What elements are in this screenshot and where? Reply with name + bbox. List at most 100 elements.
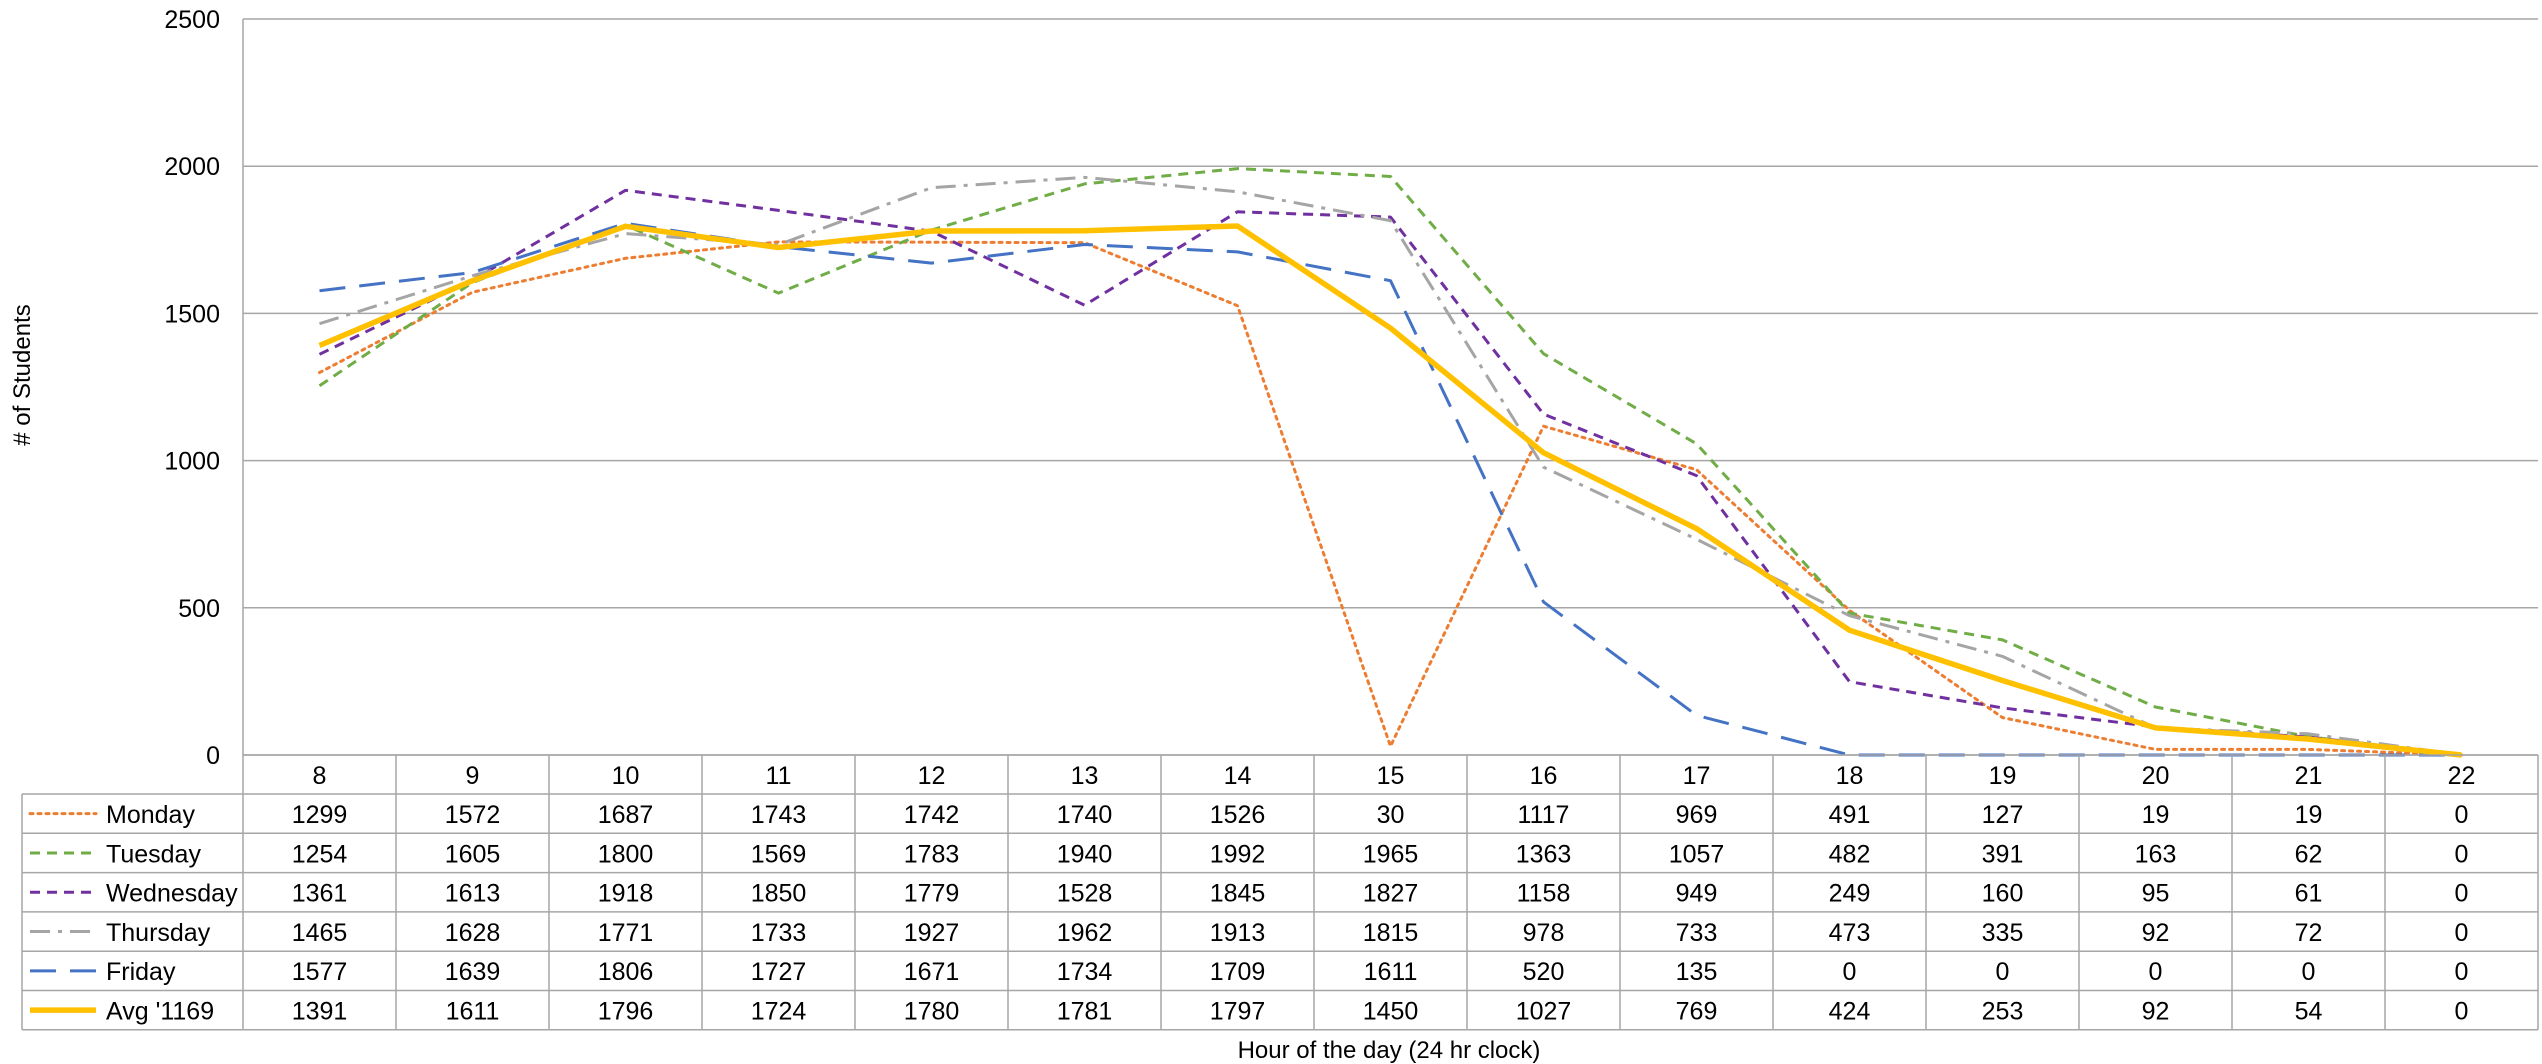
legend-entry: Avg '1169 [106,998,214,1026]
table-cell: 424 [1829,998,1871,1026]
x-tick-label: 17 [1683,762,1711,790]
table-cell: 335 [1982,919,2024,947]
table-cell: 1771 [598,919,654,947]
table-cell: 1743 [751,801,807,829]
legend-entry: Wednesday [106,880,238,908]
table-cell: 1733 [751,919,807,947]
table-cell: 1913 [1210,919,1266,947]
series-line [318,240,2463,757]
table-cell: 1845 [1210,880,1266,908]
x-tick-label: 22 [2448,762,2476,790]
table-cell: 1815 [1363,919,1419,947]
x-tick-label: 9 [466,762,480,790]
table-cell: 1613 [445,880,501,908]
table-cell: 1918 [598,880,654,908]
series-line [319,221,2462,757]
table-cell: 1526 [1210,801,1266,829]
series-line [318,188,2462,757]
table-cell: 1361 [292,880,348,908]
table-cell: 1965 [1363,840,1419,868]
table-cell: 1727 [751,958,807,986]
x-axis-title: Hour of the day (24 hr clock) [1238,1037,1541,1064]
table-cell: 978 [1523,919,1565,947]
legend-entry: Friday [106,958,176,986]
x-tick-label: 18 [1836,762,1864,790]
table-cell: 1992 [1210,840,1266,868]
y-tick-label: 1500 [164,300,220,328]
y-tick-label: 2000 [164,153,220,181]
table-cell: 1605 [445,840,501,868]
table-cell: 160 [1982,880,2024,908]
table-cell: 1734 [1057,958,1113,986]
table-cell: 1850 [751,880,807,908]
table-cell: 1742 [904,801,960,829]
table-cell: 1611 [1364,958,1418,986]
x-tick-label: 11 [766,762,792,790]
x-tick-label: 13 [1071,762,1099,790]
series-line [319,175,2462,757]
table-cell: 0 [2455,801,2469,829]
series-line [318,223,2462,758]
table-cell: 253 [1982,998,2024,1026]
table-cell: 520 [1523,958,1565,986]
table-cell: 1363 [1516,840,1572,868]
x-tick-label: 14 [1224,762,1252,790]
x-tick-label: 12 [918,762,946,790]
table-cell: 969 [1676,801,1718,829]
table-cell: 1800 [598,840,654,868]
table-cell: 19 [2142,801,2170,829]
table-cell: 61 [2295,880,2323,908]
y-tick-label: 0 [206,742,220,770]
x-tick-label: 15 [1377,762,1405,790]
table-cell: 0 [2455,919,2469,947]
table-cell: 1740 [1057,801,1113,829]
table-cell: 1780 [904,998,960,1026]
table-cell: 1465 [292,919,348,947]
table-cell: 473 [1829,919,1871,947]
table-cell: 1687 [598,801,654,829]
table-cell: 1806 [598,958,654,986]
legend-entry: Tuesday [106,840,201,868]
table-cell: 1779 [904,880,960,908]
table-cell: 1299 [292,801,348,829]
table-cell: 19 [2295,801,2323,829]
table-cell: 733 [1676,919,1718,947]
table-cell: 491 [1829,801,1871,829]
table-cell: 949 [1676,880,1718,908]
table-cell: 0 [2149,958,2163,986]
y-tick-label: 2500 [164,6,220,34]
x-tick-label: 19 [1989,762,2017,790]
x-tick-label: 21 [2295,762,2323,790]
table-cell: 1027 [1516,998,1572,1026]
table-cell: 249 [1829,880,1871,908]
table-cell: 1962 [1057,919,1113,947]
x-tick-label: 16 [1530,762,1558,790]
table-cell: 1528 [1057,880,1113,908]
table-cell: 92 [2142,998,2170,1026]
table-cell: 1781 [1057,998,1113,1026]
table-cell: 1569 [751,840,807,868]
table-cell: 0 [2455,998,2469,1026]
legend-entry: Thursday [106,919,211,947]
table-cell: 1709 [1210,958,1266,986]
table-cell: 1671 [904,958,960,986]
table-cell: 1724 [751,998,807,1026]
table-cell: 1611 [446,998,500,1026]
table-cell: 0 [1843,958,1857,986]
y-tick-label: 500 [178,595,220,623]
table-cell: 163 [2135,840,2177,868]
table-cell: 0 [1996,958,2010,986]
table-cell: 0 [2455,880,2469,908]
table-cell: 0 [2455,958,2469,986]
series-line [318,167,2462,757]
table-cell: 1450 [1363,998,1419,1026]
table-cell: 92 [2142,919,2170,947]
x-tick-label: 8 [313,762,327,790]
x-tick-label: 10 [612,762,640,790]
legend-entry: Monday [106,801,195,829]
table-cell: 95 [2142,880,2170,908]
y-axis-ticks: 0 500 1000 1500 2000 2500 [164,6,220,770]
data-table: 8 9 10 11 12 13 14 15 16 17 18 19 20 21 22 Monday 1299 15… [21,754,2539,1031]
table-cell: 482 [1829,840,1871,868]
